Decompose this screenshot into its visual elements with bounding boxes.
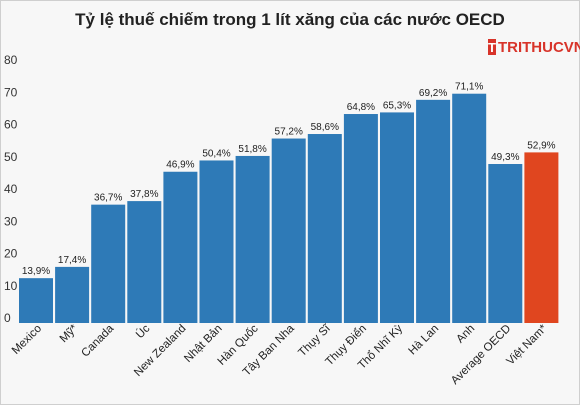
data-label: 46,9% [166, 160, 194, 171]
bar [235, 155, 270, 323]
bar [199, 160, 234, 323]
bar [19, 278, 53, 323]
y-tick-label: 0 [4, 311, 11, 325]
data-label: 57,2% [275, 127, 303, 138]
data-label: 65,3% [383, 100, 411, 111]
y-tick-label: 80 [4, 53, 18, 67]
data-label: 52,9% [527, 140, 555, 151]
data-label: 49,3% [491, 152, 519, 163]
logo-icon: T [488, 39, 496, 55]
data-label: 37,8% [130, 189, 158, 200]
x-tick-label: Mỹ* [58, 322, 81, 345]
x-tick-label: Thụy Sĩ [296, 322, 333, 359]
x-tick-label: Úc [133, 322, 152, 341]
y-tick-label: 70 [4, 85, 18, 99]
logo-text: TRITHUCVN [497, 38, 580, 56]
chart-title: Tỷ lệ thuế chiếm trong 1 lít xăng của cá… [75, 10, 505, 29]
brand-logo: T TRITHUCVN [488, 36, 580, 58]
bar [127, 201, 162, 323]
bar [524, 152, 559, 323]
y-tick-label: 40 [4, 182, 18, 196]
bar [416, 99, 451, 323]
bar [307, 134, 342, 323]
bar [55, 266, 90, 323]
y-tick-label: 20 [4, 247, 18, 261]
bar [271, 138, 306, 323]
data-label: 64,8% [347, 102, 375, 113]
data-label: 50,4% [202, 148, 230, 159]
data-label: 58,6% [311, 122, 339, 133]
data-label: 36,7% [94, 193, 122, 204]
data-label: 69,2% [419, 88, 447, 99]
data-label: 13,9% [22, 266, 50, 277]
bar [380, 112, 414, 323]
x-tick-label: Mexico [10, 323, 44, 357]
x-tick-label: Canada [79, 322, 116, 359]
bar [343, 114, 378, 324]
data-label: 71,1% [455, 82, 483, 93]
bar [91, 204, 126, 323]
data-label: 51,8% [238, 144, 266, 155]
y-tick-label: 60 [4, 118, 18, 132]
x-tick-label: Hà Lan [407, 323, 442, 358]
bar [488, 164, 523, 323]
data-label: 17,4% [58, 255, 86, 266]
y-tick-label: 10 [4, 279, 18, 293]
x-tick-label: Anh [454, 323, 477, 346]
y-tick-label: 50 [4, 150, 18, 164]
bar [452, 93, 487, 323]
bar [163, 171, 198, 323]
y-tick-label: 30 [4, 214, 18, 228]
